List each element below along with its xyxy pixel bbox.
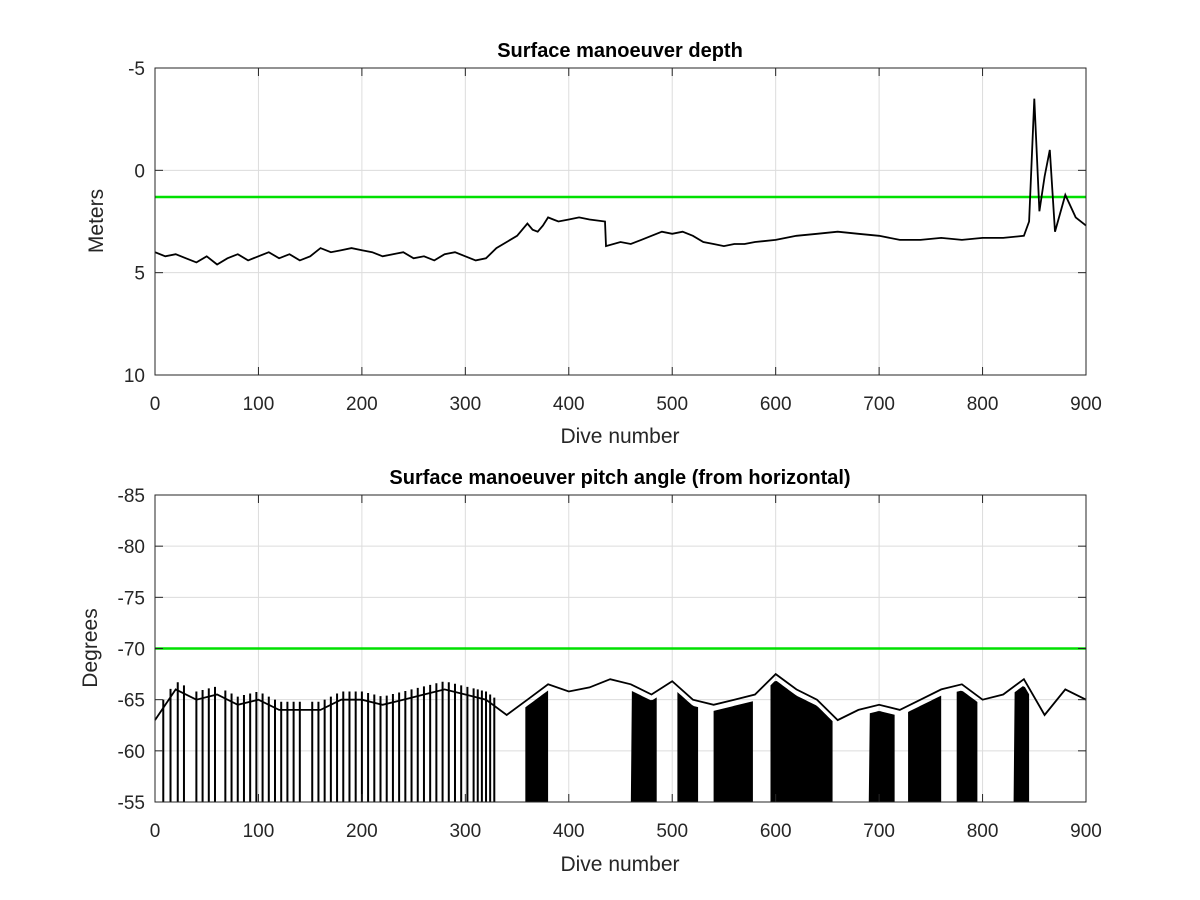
pitch-x-tick-label: 400 [553, 821, 585, 842]
pitch-dense-band [908, 695, 942, 802]
depth-x-tick-label: 200 [346, 394, 378, 415]
pitch-x-tick-label: 600 [760, 821, 792, 842]
pitch-dense-band [868, 711, 895, 802]
depth-chart: 0 100 200 300 400 500 600 700 800 900 -5 0 5 10 Surfa… [85, 40, 1102, 448]
depth-x-tick-label: 300 [449, 394, 481, 415]
pitch-dense-band [525, 690, 549, 802]
pitch-x-tick-label: 0 [150, 821, 161, 842]
pitch-dense-band [1013, 686, 1030, 802]
pitch-x-tick-label: 200 [346, 821, 378, 842]
pitch-y-tick-label: -65 [118, 691, 145, 712]
pitch-dense-band [956, 690, 978, 802]
depth-x-tick-label: 500 [656, 394, 688, 415]
pitch-y-tick-label: -70 [118, 640, 145, 661]
pitch-x-tick-label: 800 [967, 821, 999, 842]
pitch-dense-band [770, 680, 833, 802]
depth-x-tick-label: 900 [1070, 394, 1102, 415]
depth-series-line [154, 98, 1087, 266]
depth-y-tick-label: 0 [134, 161, 145, 182]
depth-y-axis-label: Meters [85, 189, 108, 253]
depth-ticks: 0 100 200 300 400 500 600 700 800 900 -5 0 5 10 [124, 59, 1102, 415]
pitch-y-tick-label: -55 [118, 793, 145, 814]
pitch-ticks: 0 100 200 300 400 500 600 700 800 900 -55 -60 -65 -70… [118, 486, 1102, 842]
pitch-chart: 0 100 200 300 400 500 600 700 800 900 -55 -60 -65 -70… [79, 467, 1102, 876]
depth-plot-frame [154, 67, 1087, 376]
depth-x-tick-label: 800 [967, 394, 999, 415]
depth-x-tick-label: 100 [243, 394, 275, 415]
pitch-y-tick-label: -60 [118, 742, 145, 763]
pitch-x-axis-label: Dive number [560, 853, 679, 876]
depth-x-tick-label: 600 [760, 394, 792, 415]
depth-y-tick-label: -5 [128, 59, 145, 80]
pitch-x-tick-label: 300 [449, 821, 481, 842]
depth-y-tick-label: 5 [134, 264, 145, 285]
depth-x-tick-label: 700 [863, 394, 895, 415]
depth-chart-title: Surface manoeuver depth [497, 40, 743, 62]
pitch-y-tick-label: -80 [118, 537, 145, 558]
depth-series-layer [154, 98, 1087, 266]
pitch-x-tick-label: 700 [863, 821, 895, 842]
pitch-x-tick-label: 500 [656, 821, 688, 842]
pitch-series-layer [154, 672, 1087, 802]
pitch-dense-band [677, 691, 699, 802]
pitch-x-tick-label: 100 [243, 821, 275, 842]
depth-x-tick-label: 0 [150, 394, 161, 415]
pitch-y-tick-label: -75 [118, 588, 145, 609]
depth-x-tick-label: 400 [553, 394, 585, 415]
pitch-y-axis-label: Degrees [79, 608, 102, 687]
pitch-chart-title: Surface manoeuver pitch angle (from hori… [389, 467, 850, 489]
pitch-x-tick-label: 900 [1070, 821, 1102, 842]
pitch-dense-band [630, 690, 657, 802]
depth-y-tick-label: 10 [124, 366, 145, 387]
pitch-series-line [154, 672, 1087, 722]
depth-x-axis-label: Dive number [560, 425, 679, 448]
pitch-dense-band [713, 701, 753, 802]
pitch-y-tick-label: -85 [118, 486, 145, 507]
